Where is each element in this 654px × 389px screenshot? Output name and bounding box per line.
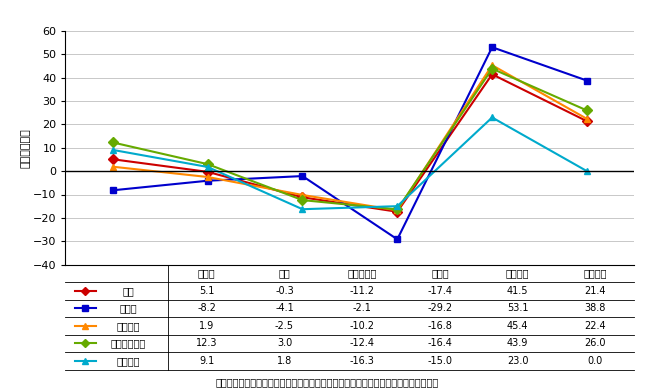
Text: 1.8: 1.8 bbox=[277, 356, 292, 366]
Text: 家庭生活者層: 家庭生活者層 bbox=[111, 338, 146, 348]
若年層 bbox=[583, 78, 591, 83]
Text: 22.4: 22.4 bbox=[585, 321, 606, 331]
全体 bbox=[109, 157, 116, 161]
Text: ラジオ: ラジオ bbox=[431, 268, 449, 278]
若年層 bbox=[394, 237, 402, 242]
Text: -16.4: -16.4 bbox=[428, 338, 453, 348]
勤労者層 bbox=[394, 208, 402, 213]
Text: -11.2: -11.2 bbox=[350, 286, 375, 296]
全体 bbox=[203, 170, 211, 174]
若年層 bbox=[298, 174, 306, 179]
Text: テレビ: テレビ bbox=[198, 268, 216, 278]
Text: 21.4: 21.4 bbox=[585, 286, 606, 296]
Line: 若年層: 若年層 bbox=[109, 44, 591, 243]
Text: 26.0: 26.0 bbox=[585, 338, 606, 348]
家庭生活者層 bbox=[488, 67, 496, 71]
Text: 9.1: 9.1 bbox=[199, 356, 215, 366]
高齢者層 bbox=[298, 207, 306, 212]
Text: 勤労者層: 勤労者層 bbox=[116, 321, 140, 331]
高齢者層 bbox=[203, 165, 211, 169]
Text: 新聞: 新聞 bbox=[279, 268, 290, 278]
Text: 43.9: 43.9 bbox=[507, 338, 528, 348]
Text: -17.4: -17.4 bbox=[428, 286, 453, 296]
Text: 41.5: 41.5 bbox=[507, 286, 528, 296]
家庭生活者層 bbox=[394, 207, 402, 212]
Text: 53.1: 53.1 bbox=[507, 303, 528, 313]
勤労者層 bbox=[298, 193, 306, 197]
Text: 1.9: 1.9 bbox=[199, 321, 215, 331]
Text: 雑誌・書籍: 雑誌・書籍 bbox=[347, 268, 377, 278]
高齢者層 bbox=[109, 147, 116, 152]
全体 bbox=[394, 209, 402, 214]
高齢者層 bbox=[488, 115, 496, 120]
Text: -15.0: -15.0 bbox=[428, 356, 453, 366]
家庭生活者層 bbox=[298, 198, 306, 202]
若年層 bbox=[109, 188, 116, 193]
Text: 高齢者層: 高齢者層 bbox=[116, 356, 140, 366]
勤労者層 bbox=[109, 165, 116, 169]
Text: 若年層: 若年層 bbox=[119, 303, 137, 313]
家庭生活者層 bbox=[109, 140, 116, 145]
Text: -0.3: -0.3 bbox=[275, 286, 294, 296]
高齢者層 bbox=[583, 169, 591, 173]
Text: 全体: 全体 bbox=[122, 286, 134, 296]
Line: 高齢者層: 高齢者層 bbox=[109, 114, 591, 213]
Text: -12.4: -12.4 bbox=[350, 338, 375, 348]
Text: 12.3: 12.3 bbox=[196, 338, 217, 348]
若年層 bbox=[203, 179, 211, 183]
Line: 勤労者層: 勤労者層 bbox=[109, 62, 591, 214]
Text: -29.2: -29.2 bbox=[428, 303, 453, 313]
Text: -16.8: -16.8 bbox=[428, 321, 453, 331]
Text: （出典）「ユビキタスネット社会における情報接触及び消費行動に関する調査研究」: （出典）「ユビキタスネット社会における情報接触及び消費行動に関する調査研究」 bbox=[215, 377, 439, 387]
高齢者層 bbox=[394, 204, 402, 209]
全体 bbox=[488, 72, 496, 77]
勤労者層 bbox=[583, 117, 591, 121]
全体 bbox=[298, 195, 306, 200]
家庭生活者層 bbox=[203, 162, 211, 166]
Text: 3.0: 3.0 bbox=[277, 338, 292, 348]
Text: -4.1: -4.1 bbox=[275, 303, 294, 313]
Text: 携帯電話: 携帯電話 bbox=[584, 268, 608, 278]
Text: -2.5: -2.5 bbox=[275, 321, 294, 331]
若年層 bbox=[488, 45, 496, 49]
Text: -10.2: -10.2 bbox=[350, 321, 375, 331]
Text: -8.2: -8.2 bbox=[198, 303, 216, 313]
Line: 全体: 全体 bbox=[109, 71, 591, 215]
Text: 38.8: 38.8 bbox=[585, 303, 606, 313]
Text: -2.1: -2.1 bbox=[353, 303, 371, 313]
Y-axis label: （ポイント）: （ポイント） bbox=[20, 128, 30, 168]
勤労者層 bbox=[488, 63, 496, 68]
全体 bbox=[583, 119, 591, 124]
勤労者層 bbox=[203, 175, 211, 179]
Text: 5.1: 5.1 bbox=[199, 286, 215, 296]
Line: 家庭生活者層: 家庭生活者層 bbox=[109, 65, 591, 213]
Text: 0.0: 0.0 bbox=[588, 356, 603, 366]
家庭生活者層 bbox=[583, 108, 591, 113]
Text: 23.0: 23.0 bbox=[507, 356, 528, 366]
Text: -16.3: -16.3 bbox=[350, 356, 375, 366]
Text: 45.4: 45.4 bbox=[507, 321, 528, 331]
Text: パソコン: パソコン bbox=[506, 268, 530, 278]
